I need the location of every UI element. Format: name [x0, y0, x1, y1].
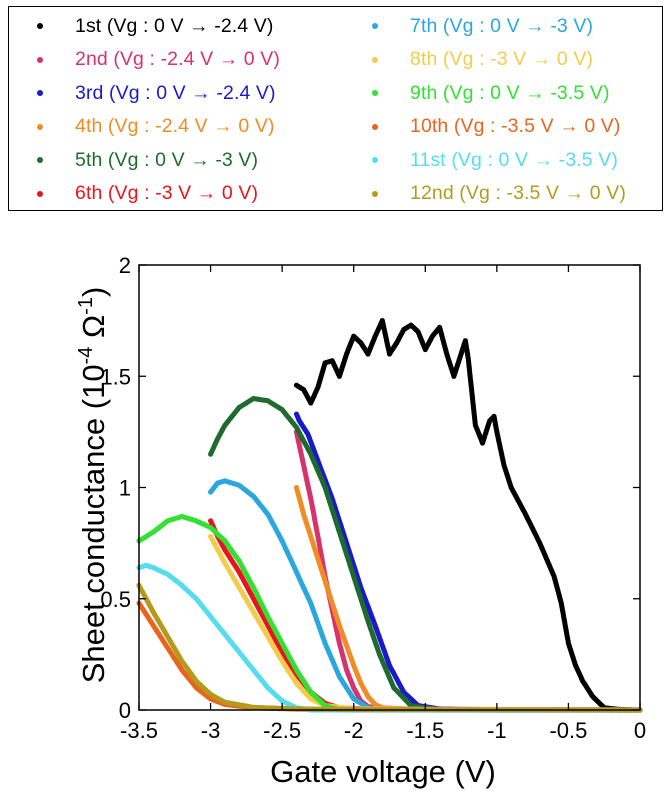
- x-axis-label: Gate voltage (V): [270, 754, 496, 789]
- legend-label: 4th (Vg : -2.4 V → 0 V): [75, 115, 275, 137]
- data-point: [293, 411, 300, 417]
- legend-label: 9th (Vg : 0 V → -3.5 V): [410, 81, 610, 104]
- x-tick-label: -0.5: [549, 718, 587, 743]
- x-tick-label: -3.5: [120, 718, 158, 743]
- legend-label: 7th (Vg : 0 V → -3 V): [410, 14, 594, 37]
- legend-marker: [372, 23, 378, 29]
- series-layer: [136, 318, 643, 713]
- y-axis-label-suffix: ): [76, 287, 111, 297]
- series-6: [208, 518, 643, 713]
- legend-item: 2nd (Vg : -2.4 V → 0 V): [37, 43, 280, 77]
- legend: 1st (Vg : 0 V → -2.4 V) 2nd (Vg : -2.4 V …: [8, 6, 663, 211]
- legend-marker: [37, 56, 43, 63]
- legend-item: 11st (Vg : 0 V → -3.5 V): [372, 143, 618, 177]
- legend-marker: [37, 23, 43, 29]
- x-tick-label: -1: [487, 718, 507, 743]
- legend-label: 10th (Vg : -3.5 V → 0 V): [410, 115, 621, 137]
- legend-marker: [372, 90, 378, 96]
- x-tick-label: 0: [634, 718, 646, 743]
- legend-item: 5th (Vg : 0 V → -3 V): [37, 143, 258, 177]
- legend-marker: [372, 157, 378, 163]
- legend-label: 2nd (Vg : -2.4 V → 0 V): [75, 48, 280, 70]
- legend-marker: [372, 123, 378, 130]
- legend-label: 5th (Vg : 0 V → -3 V): [75, 148, 259, 171]
- legend-item: 1st (Vg : 0 V → -2.4 V): [37, 9, 273, 43]
- legend-item: 8th (Vg : -3 V → 0 V): [372, 43, 593, 77]
- legend-item: 12nd (Vg : -3.5 V → 0 V): [372, 177, 626, 211]
- y-axis-label: Sheet conductance (10-4 Ω-1): [75, 287, 111, 684]
- legend-marker: [37, 190, 43, 197]
- legend-marker: [37, 157, 43, 163]
- data-point: [208, 489, 214, 495]
- series-1: [293, 318, 643, 713]
- legend-label: 6th (Vg : -3 V → 0 V): [75, 182, 259, 204]
- x-tick-label: -2.5: [263, 718, 301, 743]
- ticks-layer: -3.5 -3 -2.5 -2 -1.5 -1 -0.5 0 0 0.5 1 1.5 2: [100, 253, 646, 743]
- legend-label: 11st (Vg : 0 V → -3.5 V): [410, 148, 618, 171]
- y-tick-label: 1: [119, 476, 131, 501]
- series-12: [136, 582, 643, 713]
- legend-marker: [372, 56, 378, 63]
- data-point: [293, 382, 300, 388]
- y-tick-label: 2: [119, 253, 131, 278]
- y-tick-label: 0.5: [100, 587, 131, 612]
- legend-item: 6th (Vg : -3 V → 0 V): [37, 177, 258, 211]
- legend-item: 7th (Vg : 0 V → -3 V): [372, 9, 593, 43]
- legend-item: 4th (Vg : -2.4 V → 0 V): [37, 110, 275, 144]
- y-tick-label: 0: [119, 698, 131, 723]
- y-axis-label-unit: Ω: [76, 315, 111, 347]
- y-axis-label-prefix: Sheet conductance (10: [76, 364, 111, 683]
- x-tick-label: -3: [201, 718, 221, 743]
- legend-marker: [37, 90, 43, 96]
- series-2: [293, 429, 643, 713]
- legend-label: 12nd (Vg : -3.5 V → 0 V): [410, 182, 626, 204]
- x-tick-label: -1.5: [406, 718, 444, 743]
- legend-item: 3rd (Vg : 0 V → -2.4 V): [37, 76, 276, 110]
- y-tick-label: 1.5: [100, 364, 131, 389]
- data-point: [208, 451, 214, 457]
- legend-item: 10th (Vg : -3.5 V → 0 V): [372, 110, 621, 144]
- y-axis-label-exp1: -4: [75, 347, 97, 365]
- legend-label: 8th (Vg : -3 V → 0 V): [410, 48, 594, 70]
- x-tick-label: -2: [344, 718, 364, 743]
- legend-label: 3rd (Vg : 0 V → -2.4 V): [75, 81, 276, 104]
- y-axis-label-exp2: -1: [75, 297, 97, 315]
- series-7: [208, 478, 643, 713]
- legend-label: 1st (Vg : 0 V → -2.4 V): [75, 14, 274, 37]
- series-4: [293, 484, 643, 713]
- legend-item: 9th (Vg : 0 V → -3.5 V): [372, 76, 610, 110]
- legend-marker: [37, 123, 43, 130]
- legend-marker: [372, 190, 378, 197]
